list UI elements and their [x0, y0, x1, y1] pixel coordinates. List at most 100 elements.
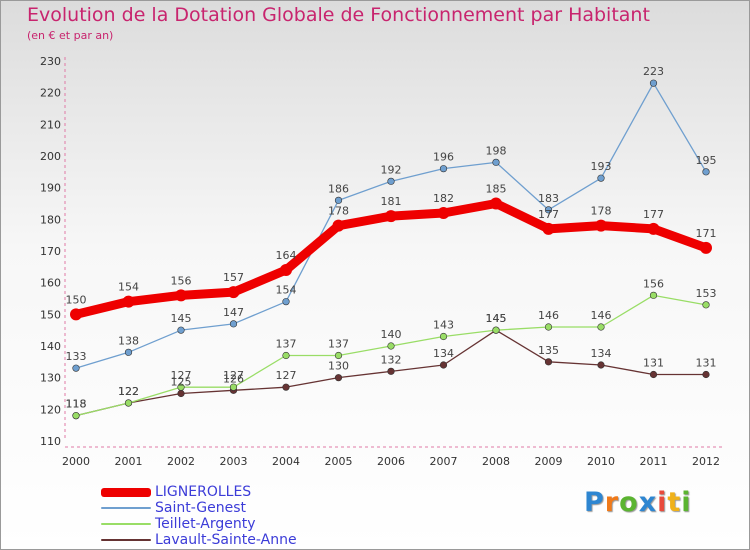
data-label: 127: [276, 369, 297, 382]
data-label: 145: [171, 312, 192, 325]
data-point[interactable]: [437, 207, 450, 219]
x-tick-label: 2006: [377, 455, 405, 468]
data-point[interactable]: [439, 361, 448, 369]
data-point[interactable]: [227, 286, 240, 299]
legend-swatch: [101, 539, 151, 541]
data-point[interactable]: [387, 177, 395, 185]
legend-item-teillet-argenty[interactable]: Teillet-Argenty: [101, 516, 297, 532]
data-point[interactable]: [649, 291, 658, 299]
legend-label: Lavault-Sainte-Anne: [155, 532, 297, 548]
legend-item-lignerolles[interactable]: LIGNEROLLES: [101, 484, 297, 500]
data-point[interactable]: [282, 351, 290, 360]
series-layer: [70, 79, 712, 420]
data-point[interactable]: [72, 412, 80, 420]
legend-item-lavault-sainte-anne[interactable]: Lavault-Sainte-Anne: [101, 532, 297, 548]
data-point[interactable]: [492, 158, 500, 166]
data-point[interactable]: [282, 383, 290, 391]
data-label: 154: [276, 284, 297, 297]
data-point[interactable]: [439, 165, 448, 173]
data-label: 137: [328, 338, 349, 351]
data-label: 146: [591, 309, 612, 322]
x-tick-label: 2000: [62, 455, 90, 468]
data-point[interactable]: [282, 298, 290, 306]
data-point[interactable]: [597, 361, 605, 369]
data-point[interactable]: [490, 197, 502, 210]
data-point[interactable]: [175, 289, 187, 302]
data-label: 193: [591, 160, 612, 173]
y-tick-label: 190: [40, 182, 61, 195]
data-label: 131: [696, 357, 717, 370]
data-point[interactable]: [595, 219, 607, 232]
data-label: 127: [171, 369, 192, 382]
data-label: 147: [223, 306, 244, 319]
x-tick-label: 2010: [587, 455, 615, 468]
logo-letter: i: [657, 487, 668, 518]
chart-subtitle: (en € et par an): [27, 29, 114, 42]
data-point[interactable]: [700, 241, 712, 254]
y-tick-label: 140: [40, 340, 61, 353]
legend-swatch: [101, 507, 151, 509]
data-point[interactable]: [280, 264, 292, 276]
data-point[interactable]: [702, 370, 710, 379]
logo-letter: r: [604, 487, 620, 518]
data-point[interactable]: [177, 389, 185, 398]
data-point[interactable]: [702, 301, 710, 309]
data-label: 196: [433, 151, 454, 164]
data-label: 154: [118, 281, 139, 294]
data-point[interactable]: [334, 351, 343, 360]
y-tick-label: 160: [40, 277, 61, 290]
logo-letter: i: [681, 487, 692, 518]
data-point[interactable]: [122, 295, 135, 308]
data-label: 143: [433, 319, 454, 332]
data-point[interactable]: [124, 348, 133, 356]
data-point[interactable]: [229, 383, 238, 391]
data-point[interactable]: [334, 374, 343, 382]
data-label: 156: [171, 274, 192, 287]
data-point[interactable]: [387, 367, 395, 375]
data-label: 171: [696, 227, 717, 240]
logo-letter: P: [584, 487, 605, 518]
data-label: 145: [486, 312, 507, 325]
x-tick-label: 2012: [692, 455, 720, 468]
y-tick-label: 180: [40, 213, 61, 226]
data-point[interactable]: [597, 174, 605, 182]
data-point[interactable]: [332, 219, 345, 232]
proxiti-logo: Proxiti: [584, 487, 692, 518]
data-point[interactable]: [72, 364, 80, 372]
data-point[interactable]: [385, 210, 397, 223]
x-tick-label: 2003: [220, 455, 248, 468]
data-point[interactable]: [70, 308, 82, 321]
data-point[interactable]: [387, 342, 395, 350]
data-point[interactable]: [649, 370, 658, 379]
data-point[interactable]: [229, 320, 238, 328]
legend-swatch: [101, 523, 151, 525]
data-label: 164: [276, 249, 297, 262]
x-tick-label: 2004: [272, 455, 300, 468]
data-label: 177: [643, 208, 664, 221]
data-point[interactable]: [492, 326, 500, 334]
y-tick-label: 120: [40, 403, 61, 416]
data-labels: 150 154 156 157 164 178 181 182 185 177 178 177 171 1…: [66, 65, 717, 411]
data-point[interactable]: [649, 79, 658, 87]
data-label: 153: [696, 287, 717, 300]
legend-label: LIGNEROLLES: [155, 484, 252, 500]
data-point[interactable]: [177, 326, 185, 334]
data-point[interactable]: [647, 222, 660, 235]
y-axis: 110 120 130 140 150 160 170 180 190 200 210 220 230: [40, 55, 66, 448]
data-label: 223: [643, 65, 664, 78]
data-label: 138: [118, 334, 139, 347]
data-point[interactable]: [544, 206, 553, 214]
data-point[interactable]: [544, 323, 553, 331]
data-point[interactable]: [124, 399, 133, 407]
data-point[interactable]: [544, 358, 553, 366]
data-point[interactable]: [334, 196, 343, 204]
data-point[interactable]: [542, 222, 555, 235]
data-point[interactable]: [439, 332, 448, 341]
data-point[interactable]: [597, 323, 605, 331]
data-label: 118: [66, 398, 87, 411]
data-point[interactable]: [177, 383, 185, 391]
data-point[interactable]: [702, 168, 710, 176]
data-label: 178: [591, 205, 612, 218]
legend-item-saint-genest[interactable]: Saint-Genest: [101, 500, 297, 516]
